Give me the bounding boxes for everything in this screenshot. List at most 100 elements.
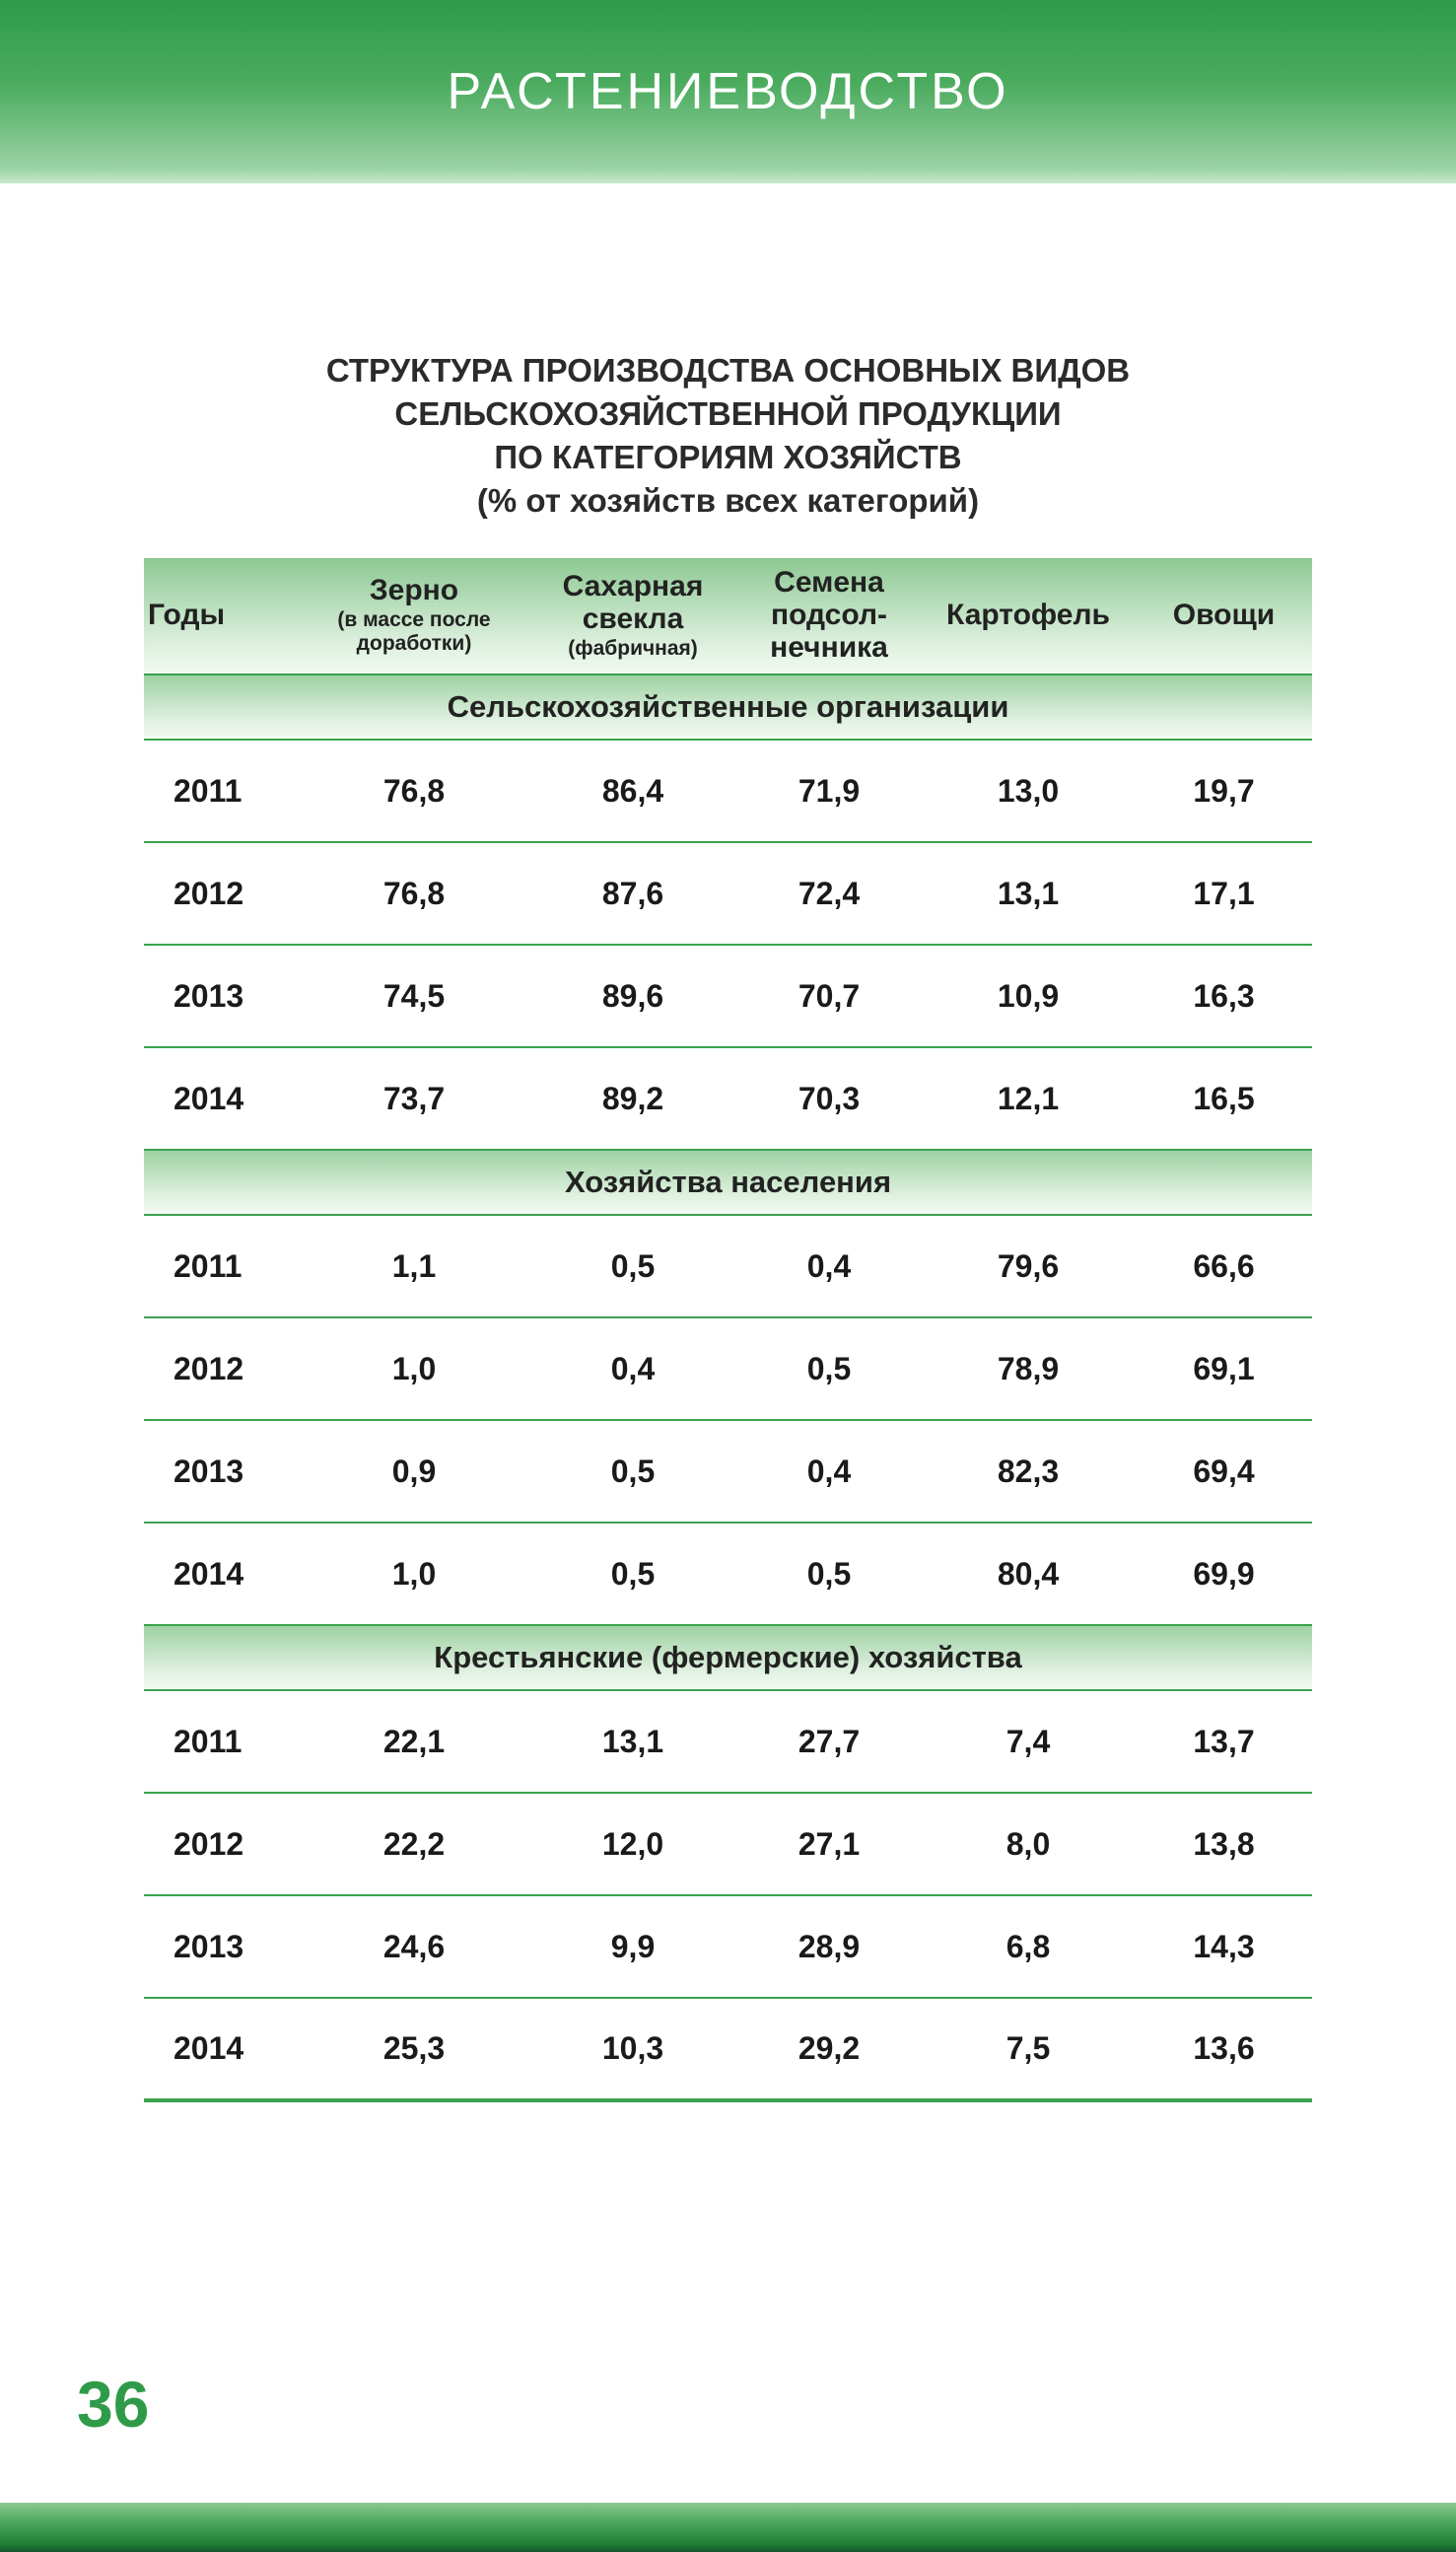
column-header-note: (в массе после доработки): [337, 608, 491, 655]
value-cell: 80,4: [921, 1522, 1136, 1625]
table-row: 2012 76,8 87,6 72,4 13,1 17,1: [144, 841, 1312, 945]
value-cell: 71,9: [737, 739, 921, 842]
section-header: Сельскохозяйственные организации: [144, 673, 1312, 740]
table-row: 2013 0,9 0,5 0,4 82,3 69,4: [144, 1419, 1312, 1523]
section-header: Хозяйства населения: [144, 1149, 1312, 1215]
value-cell: 24,6: [300, 1894, 528, 1998]
value-cell: 0,5: [528, 1419, 737, 1523]
value-cell: 13,0: [921, 739, 1136, 842]
value-cell: 22,1: [300, 1689, 528, 1793]
table-title: СТРУКТУРА ПРОИЗВОДСТВА ОСНОВНЫХ ВИДОВ СЕ…: [0, 349, 1456, 523]
column-header-1: Зерно (в массе после доработки): [300, 558, 528, 674]
value-cell: 29,2: [737, 1997, 921, 2100]
page-section-title: РАСТЕНИЕВОДСТВО: [447, 63, 1009, 120]
value-cell: 74,5: [300, 944, 528, 1047]
section-header-row-1: Хозяйства населения: [144, 1149, 1312, 1215]
value-cell: 10,3: [528, 1997, 737, 2100]
value-cell: 0,5: [528, 1214, 737, 1317]
value-cell: 17,1: [1136, 841, 1312, 945]
value-cell: 0,5: [737, 1316, 921, 1420]
value-cell: 13,6: [1136, 1997, 1312, 2100]
table-row: 2014 73,7 89,2 70,3 12,1 16,5: [144, 1046, 1312, 1150]
value-cell: 1,1: [300, 1214, 528, 1317]
table-title-line: ПО КАТЕГОРИЯМ ХОЗЯЙСТВ: [494, 439, 962, 475]
year-cell: 2012: [144, 1316, 300, 1420]
value-cell: 70,7: [737, 944, 921, 1047]
value-cell: 13,1: [921, 841, 1136, 945]
value-cell: 16,5: [1136, 1046, 1312, 1150]
year-cell: 2013: [144, 1419, 300, 1523]
value-cell: 69,4: [1136, 1419, 1312, 1523]
column-header-5: Овощи: [1136, 558, 1312, 674]
value-cell: 12,0: [528, 1792, 737, 1895]
section-header: Крестьянские (фермерские) хозяйства: [144, 1624, 1312, 1690]
column-header-3: Семена подсол-нечника: [737, 558, 921, 674]
table-row: 2011 1,1 0,5 0,4 79,6 66,6: [144, 1214, 1312, 1317]
column-header-0: Годы: [144, 558, 300, 674]
value-cell: 82,3: [921, 1419, 1136, 1523]
table-row: 2011 76,8 86,4 71,9 13,0 19,7: [144, 739, 1312, 842]
header-banner: РАСТЕНИЕВОДСТВО: [0, 0, 1456, 183]
value-cell: 28,9: [737, 1894, 921, 1998]
table-body: Сельскохозяйственные организации 2011 76,8…: [144, 673, 1312, 2100]
table-row: 2013 24,6 9,9 28,9 6,8 14,3: [144, 1894, 1312, 1998]
table-title-line: (% от хозяйств всех категорий): [476, 482, 980, 519]
value-cell: 27,1: [737, 1792, 921, 1895]
value-cell: 0,4: [737, 1214, 921, 1317]
value-cell: 69,1: [1136, 1316, 1312, 1420]
column-header-note: (фабричная): [568, 636, 698, 660]
value-cell: 7,5: [921, 1997, 1136, 2100]
year-cell: 2011: [144, 1214, 300, 1317]
value-cell: 76,8: [300, 739, 528, 842]
table-title-line: СЕЛЬСКОХОЗЯЙСТВЕННОЙ ПРОДУКЦИИ: [394, 395, 1062, 432]
year-cell: 2013: [144, 1894, 300, 1998]
table-row: 2013 74,5 89,6 70,7 10,9 16,3: [144, 944, 1312, 1047]
table-row: 2012 22,2 12,0 27,1 8,0 13,8: [144, 1792, 1312, 1895]
value-cell: 6,8: [921, 1894, 1136, 1998]
value-cell: 8,0: [921, 1792, 1136, 1895]
column-header-2: Сахарная свекла (фабричная): [528, 558, 737, 674]
stats-table: Годы Зерно (в массе после доработки) Сахарна…: [144, 558, 1312, 2102]
value-cell: 12,1: [921, 1046, 1136, 1150]
value-cell: 89,6: [528, 944, 737, 1047]
value-cell: 22,2: [300, 1792, 528, 1895]
value-cell: 1,0: [300, 1316, 528, 1420]
table-row: 2011 22,1 13,1 27,7 7,4 13,7: [144, 1689, 1312, 1793]
value-cell: 14,3: [1136, 1894, 1312, 1998]
value-cell: 0,4: [737, 1419, 921, 1523]
value-cell: 19,7: [1136, 739, 1312, 842]
year-cell: 2013: [144, 944, 300, 1047]
value-cell: 9,9: [528, 1894, 737, 1998]
value-cell: 0,5: [528, 1522, 737, 1625]
value-cell: 7,4: [921, 1689, 1136, 1793]
table-head: Годы Зерно (в массе после доработки) Сахарна…: [144, 558, 1312, 674]
year-cell: 2012: [144, 841, 300, 945]
value-cell: 73,7: [300, 1046, 528, 1150]
table-title-line: СТРУКТУРА ПРОИЗВОДСТВА ОСНОВНЫХ ВИДОВ: [325, 352, 1131, 389]
column-header-row: Годы Зерно (в массе после доработки) Сахарна…: [144, 558, 1312, 674]
year-cell: 2011: [144, 1689, 300, 1793]
table-row: 2012 1,0 0,4 0,5 78,9 69,1: [144, 1316, 1312, 1420]
value-cell: 0,5: [737, 1522, 921, 1625]
value-cell: 0,4: [528, 1316, 737, 1420]
value-cell: 13,8: [1136, 1792, 1312, 1895]
value-cell: 70,3: [737, 1046, 921, 1150]
table-row: 2014 25,3 10,3 29,2 7,5 13,6: [144, 1997, 1312, 2100]
value-cell: 25,3: [300, 1997, 528, 2100]
year-cell: 2011: [144, 739, 300, 842]
value-cell: 89,2: [528, 1046, 737, 1150]
value-cell: 78,9: [921, 1316, 1136, 1420]
page-number: 36: [77, 2368, 150, 2441]
value-cell: 13,1: [528, 1689, 737, 1793]
value-cell: 16,3: [1136, 944, 1312, 1047]
year-cell: 2012: [144, 1792, 300, 1895]
value-cell: 87,6: [528, 841, 737, 945]
value-cell: 27,7: [737, 1689, 921, 1793]
column-header-4: Картофель: [921, 558, 1136, 674]
value-cell: 13,7: [1136, 1689, 1312, 1793]
year-cell: 2014: [144, 1522, 300, 1625]
value-cell: 76,8: [300, 841, 528, 945]
value-cell: 69,9: [1136, 1522, 1312, 1625]
section-header-row-0: Сельскохозяйственные организации: [144, 673, 1312, 740]
